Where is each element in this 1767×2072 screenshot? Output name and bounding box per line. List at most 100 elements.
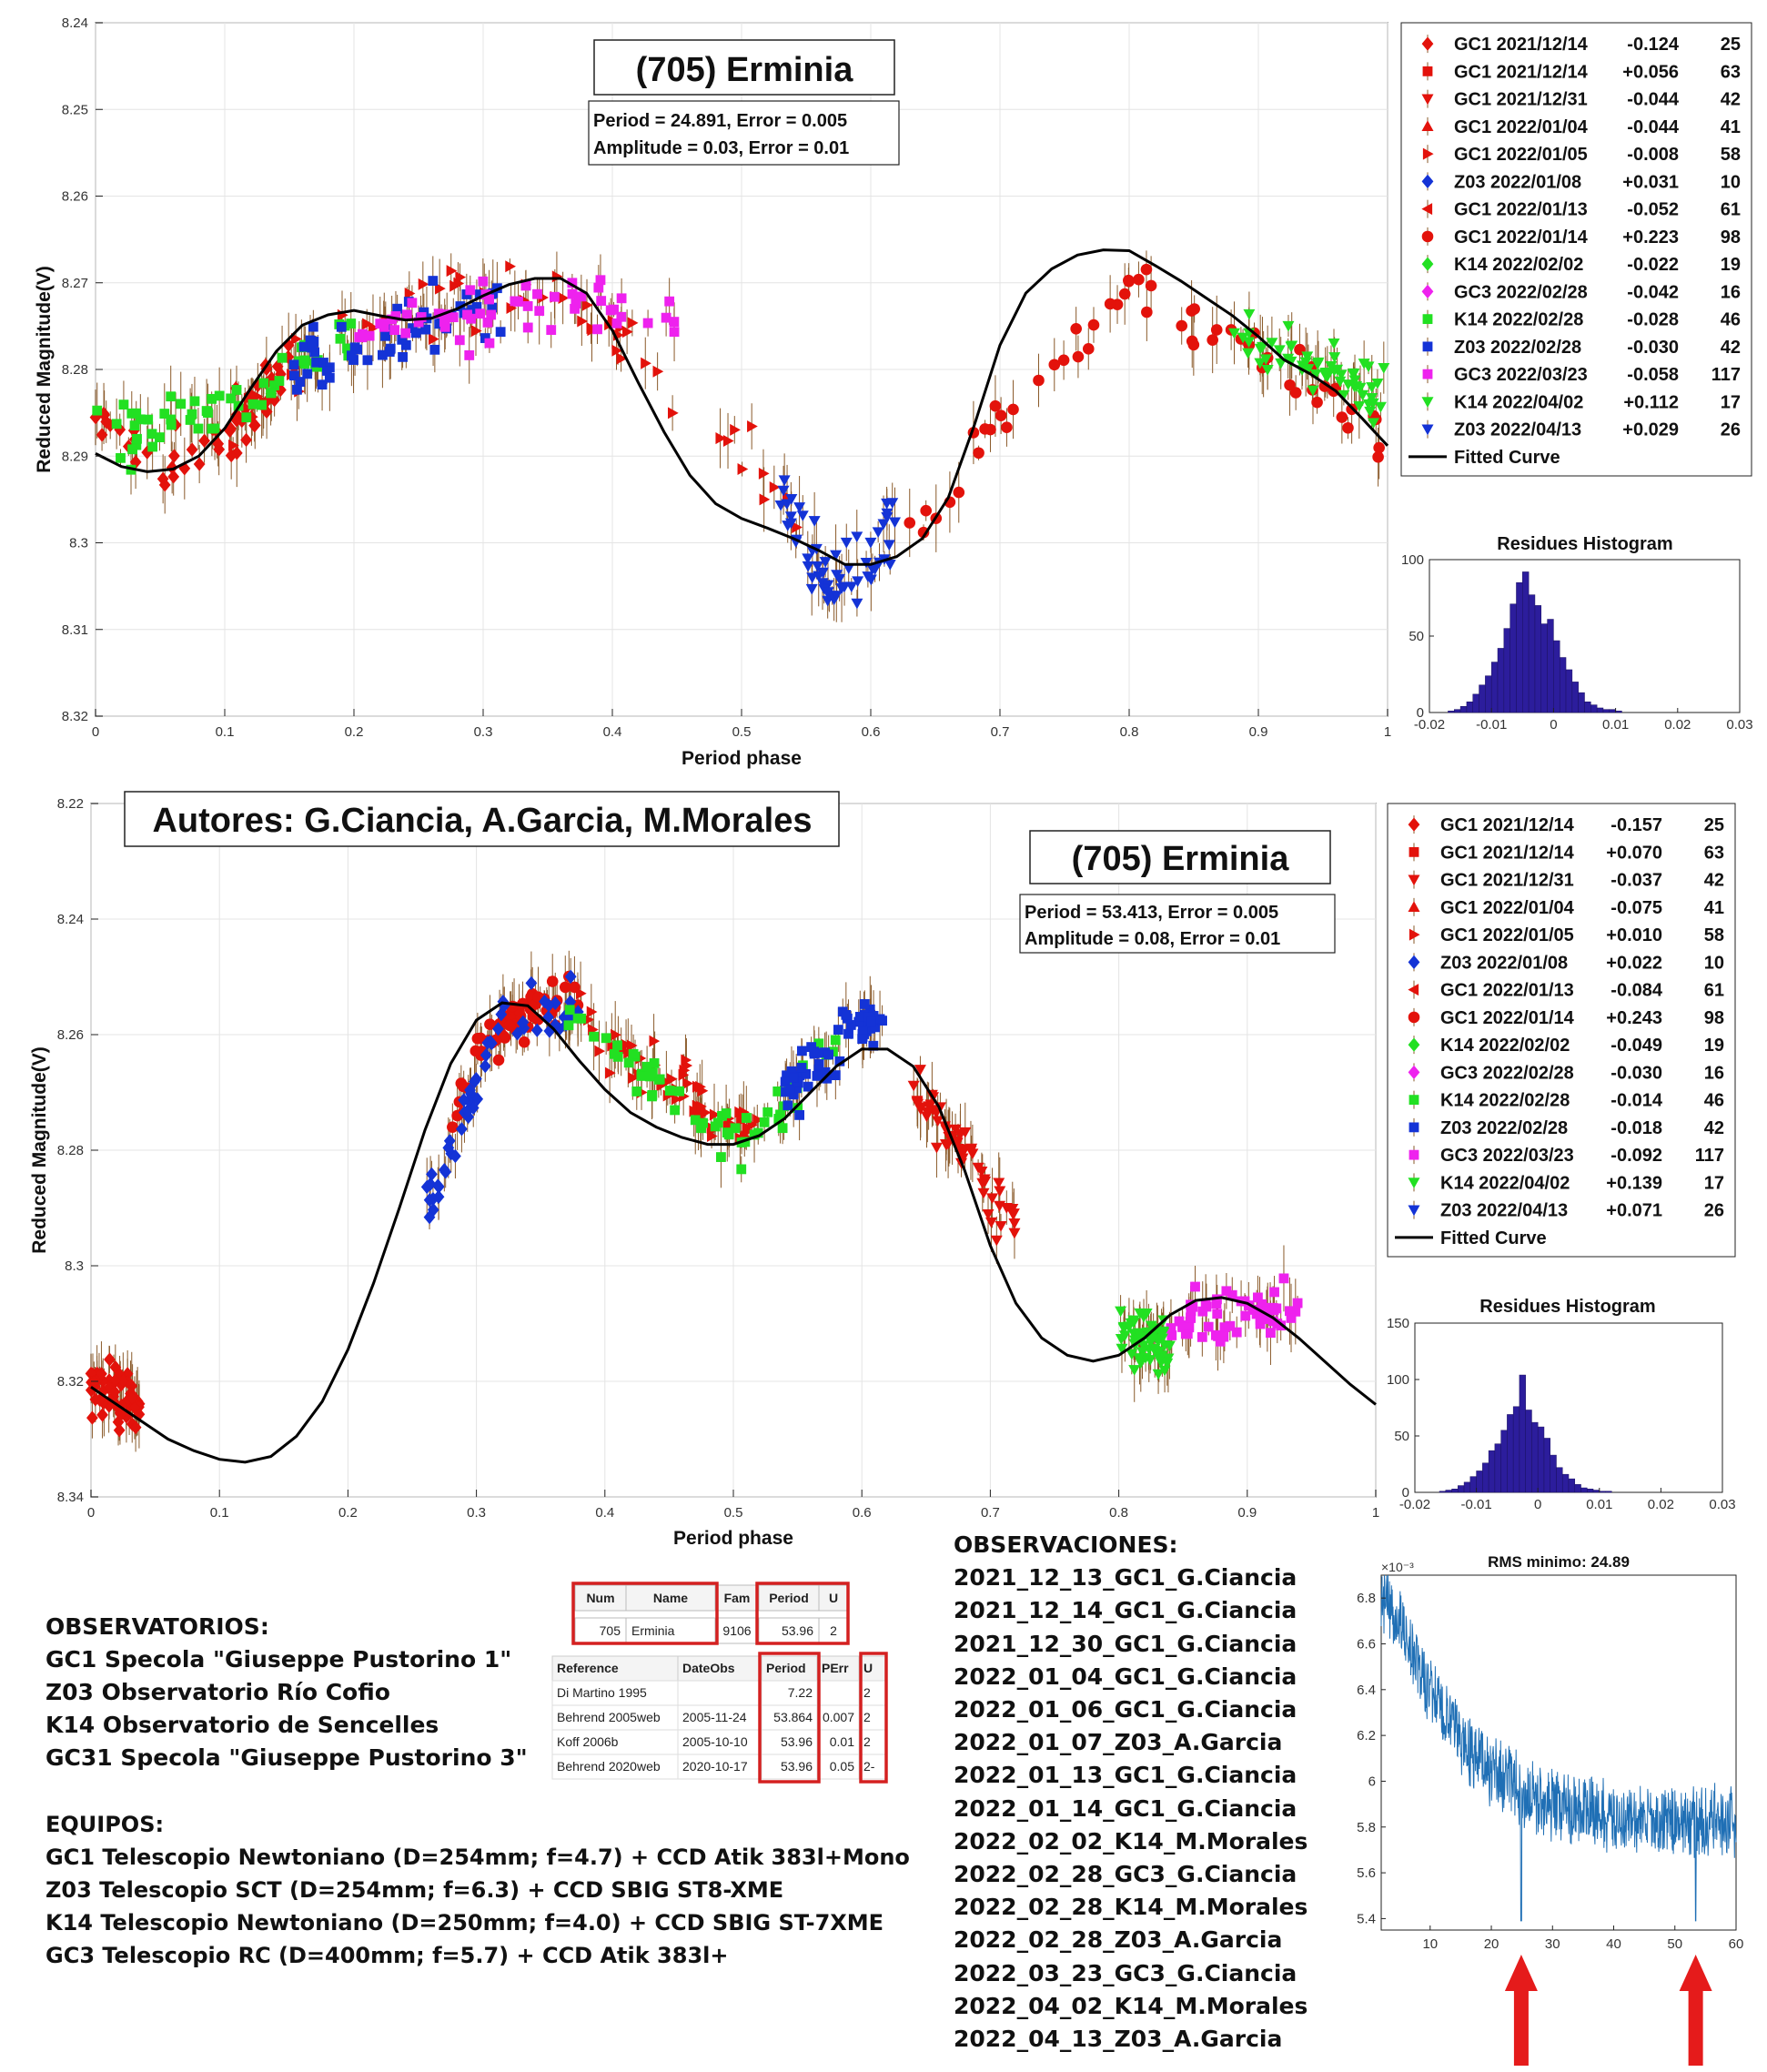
data-point <box>803 1081 813 1092</box>
data-point <box>1141 306 1153 318</box>
data-point <box>1212 1309 1223 1319</box>
y-tick-label: 8.28 <box>57 1143 84 1158</box>
legend-marker <box>1408 1178 1420 1188</box>
data-point <box>845 581 858 593</box>
data-point <box>869 564 882 575</box>
data-point <box>1207 334 1218 346</box>
table-cell-text: 9106 <box>722 1623 751 1638</box>
data-point <box>830 591 843 601</box>
data-point <box>435 282 446 295</box>
x-tick-label: 0.8 <box>1109 1505 1128 1521</box>
legend-marker <box>1408 874 1420 886</box>
data-point <box>390 311 401 321</box>
data-point <box>1269 1287 1279 1298</box>
data-point <box>747 420 758 433</box>
histogram-bar <box>1472 693 1479 713</box>
legend-count: 98 <box>1721 227 1741 248</box>
histogram-bar <box>1458 1485 1465 1493</box>
legend-label: GC1 2021/12/14 <box>1454 62 1589 82</box>
data-point <box>522 322 533 333</box>
data-point <box>1115 1334 1127 1345</box>
data-point <box>859 999 870 1009</box>
data-point <box>609 304 619 315</box>
data-point <box>274 376 285 386</box>
legend-count: 26 <box>1721 420 1741 440</box>
data-point <box>212 437 225 451</box>
data-point <box>784 518 797 530</box>
data-point <box>113 1423 126 1438</box>
legend-offset: -0.042 <box>1627 282 1679 302</box>
data-point <box>1302 364 1315 375</box>
observaciones-block: OBSERVACIONES: 2021_12_13_GC1_G.Ciancia … <box>954 1529 1308 2056</box>
histogram-bar <box>1463 1481 1471 1493</box>
data-point <box>378 349 388 360</box>
data-point <box>104 1352 116 1367</box>
data-point <box>984 423 996 436</box>
legend-count: 61 <box>1721 200 1741 220</box>
data-point <box>385 343 396 354</box>
data-point <box>1145 279 1157 292</box>
plot-1-points <box>89 260 1390 610</box>
ref-cell-text: 7.22 <box>788 1685 813 1700</box>
ref-cell <box>816 1729 860 1755</box>
x-tick-label: -0.02 <box>1399 1497 1430 1512</box>
data-point <box>563 1020 574 1031</box>
data-point <box>1082 343 1095 355</box>
data-point <box>616 311 627 322</box>
data-point <box>89 1392 102 1407</box>
histogram-bar <box>1439 1491 1447 1493</box>
data-point <box>812 1070 823 1081</box>
y-tick-label: 8.26 <box>62 189 88 205</box>
histogram-bar <box>1476 1471 1483 1493</box>
data-point <box>1129 1335 1142 1347</box>
highlight-box <box>859 1652 888 1784</box>
histogram-bar <box>1571 682 1579 713</box>
data-point <box>550 291 560 302</box>
data-point <box>647 1091 657 1102</box>
data-point <box>986 1193 999 1205</box>
x-tick-label: 0.6 <box>853 1505 872 1521</box>
ref-cell-text: 2020-10-17 <box>682 1759 748 1774</box>
data-point <box>616 352 628 365</box>
legend-offset: -0.157 <box>1610 815 1662 835</box>
data-point <box>449 279 460 292</box>
y-tick-label: 8.31 <box>62 622 88 638</box>
data-point <box>654 1074 665 1085</box>
data-point <box>1334 376 1347 388</box>
data-point <box>226 393 237 404</box>
x-tick-label: 0.3 <box>467 1505 486 1521</box>
data-point <box>510 296 520 307</box>
data-point <box>1268 1305 1279 1316</box>
data-point <box>96 428 108 442</box>
data-point <box>1126 1349 1138 1360</box>
histogram-bar <box>1537 1426 1545 1493</box>
data-point <box>647 1067 658 1078</box>
data-point <box>1243 308 1256 320</box>
histogram-1-box <box>1429 559 1741 713</box>
data-point <box>131 408 142 419</box>
data-point <box>623 1057 634 1068</box>
legend-count: 42 <box>1704 1118 1724 1138</box>
histogram-1-ticks: -0.02 -0.01 0 0.01 0.02 0.03 0 50 100 <box>1401 552 1753 733</box>
residues-histogram-2: Residues Histogram -0.02 -0.01 0 0.01 0.02 0.… <box>1387 1297 1736 1512</box>
ref-cell <box>761 1680 818 1706</box>
data-point <box>796 510 809 521</box>
legend-offset: -0.044 <box>1627 90 1680 110</box>
data-point <box>1273 345 1286 357</box>
data-point <box>674 1086 685 1097</box>
legend-label: Z03 2022/01/08 <box>1440 953 1568 973</box>
data-point <box>546 325 557 335</box>
data-point <box>995 1221 1007 1232</box>
data-point <box>730 423 741 436</box>
data-point <box>1187 339 1200 351</box>
ref-cell-text: 2 <box>863 1710 871 1724</box>
legend-offset: +0.112 <box>1623 392 1679 412</box>
plot-2-title: (705) Erminia <box>1072 840 1290 878</box>
data-point <box>806 572 819 584</box>
x-tick-label: 50 <box>1667 1936 1682 1952</box>
observacion-item: 2022_02_28_GC3_G.Ciancia <box>954 1861 1297 1888</box>
data-point <box>407 298 418 308</box>
reference-table-refs: Reference DateObs Period PErr U Di Martino 19… <box>551 1652 888 1784</box>
data-point <box>203 408 213 419</box>
data-point <box>1253 1292 1263 1303</box>
